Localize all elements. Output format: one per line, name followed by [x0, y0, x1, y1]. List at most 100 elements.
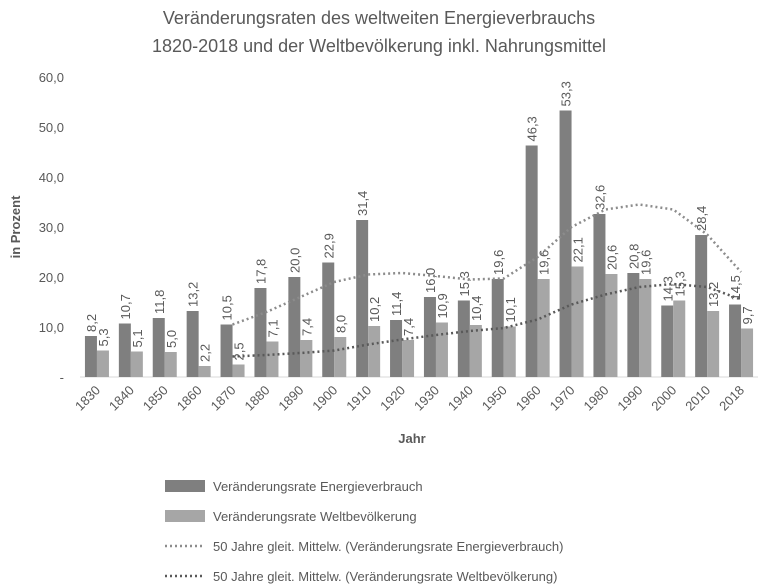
- legend-label: 50 Jahre gleit. Mittelw. (Veränderungsra…: [213, 569, 557, 584]
- legend-swatch: [165, 510, 205, 522]
- bar: [423, 297, 436, 377]
- bar: [457, 300, 470, 377]
- value-label: 7,1: [265, 319, 280, 337]
- value-label: 19,6: [638, 250, 653, 275]
- bar: [300, 340, 313, 377]
- legend-label: Veränderungsrate Energieverbrauch: [213, 479, 423, 494]
- value-label: 16,0: [423, 268, 438, 293]
- y-tick-label: 10,0: [39, 320, 64, 335]
- bar: [741, 328, 754, 377]
- bar: [593, 214, 606, 377]
- value-label: 5,3: [96, 328, 111, 346]
- bar: [627, 273, 640, 377]
- value-label: 13,2: [706, 282, 721, 307]
- value-label: 10,9: [435, 293, 450, 318]
- value-label: 10,1: [503, 297, 518, 322]
- moving-average-line: [232, 203, 742, 326]
- x-tick-label: 1860: [174, 383, 205, 414]
- value-label: 7,4: [401, 318, 416, 336]
- bar: [729, 304, 742, 377]
- x-tick-label: 1990: [614, 383, 645, 414]
- bar: [232, 364, 245, 377]
- bar: [96, 350, 109, 377]
- x-tick-label: 1950: [479, 383, 510, 414]
- value-label: 8,0: [333, 315, 348, 333]
- value-label: 32,6: [592, 185, 607, 210]
- x-tick-label: 1930: [411, 383, 442, 414]
- bar: [639, 279, 652, 377]
- y-tick-label: 30,0: [39, 220, 64, 235]
- value-label: 5,1: [130, 329, 145, 347]
- x-tick-label: 1870: [208, 383, 239, 414]
- value-label: 28,4: [694, 206, 709, 231]
- x-tick-label: 2010: [682, 383, 713, 414]
- value-label: 20,0: [287, 248, 302, 273]
- bar: [84, 336, 97, 377]
- bar: [118, 323, 131, 377]
- value-label: 10,4: [469, 296, 484, 321]
- value-label: 22,9: [321, 233, 336, 258]
- bar: [402, 340, 415, 377]
- y-axis-title: in Prozent: [8, 195, 23, 259]
- value-label: 20,6: [604, 245, 619, 270]
- bar: [266, 341, 279, 377]
- x-tick-label: 1960: [513, 383, 544, 414]
- bar: [186, 311, 199, 377]
- x-tick-label: 1840: [106, 383, 137, 414]
- bar: [322, 262, 335, 377]
- value-label: 7,4: [299, 318, 314, 336]
- x-tick-label: 1970: [547, 383, 578, 414]
- value-label: 17,8: [253, 259, 268, 284]
- y-tick-label: 40,0: [39, 170, 64, 185]
- y-tick-label: 20,0: [39, 270, 64, 285]
- legend-label: 50 Jahre gleit. Mittelw. (Veränderungsra…: [213, 539, 563, 554]
- legend-swatch: [165, 480, 205, 492]
- value-label: 5,0: [164, 330, 179, 348]
- value-label: 13,2: [186, 282, 201, 307]
- value-label: 8,2: [84, 314, 99, 332]
- value-label: 9,7: [740, 306, 755, 324]
- x-tick-label: 1830: [72, 383, 103, 414]
- bar: [368, 326, 381, 377]
- bar: [198, 366, 211, 377]
- bar: [571, 266, 584, 377]
- x-tick-label: 1940: [445, 383, 476, 414]
- x-tick-label: 2018: [716, 383, 747, 414]
- x-axis-title: Jahr: [398, 431, 425, 446]
- value-label: 11,8: [152, 290, 167, 314]
- value-label: 15,3: [457, 271, 472, 296]
- moving-average-line: [232, 282, 742, 358]
- y-tick-label: 50,0: [39, 120, 64, 135]
- value-label: 20,8: [626, 244, 641, 269]
- x-tick-label: 1900: [309, 383, 340, 414]
- bar: [469, 325, 482, 377]
- x-tick-label: 1890: [275, 383, 306, 414]
- bar: [707, 311, 720, 377]
- value-label: 14,5: [728, 275, 743, 300]
- y-tick-label: 60,0: [39, 70, 64, 85]
- bar: [661, 305, 674, 377]
- x-tick-label: 1880: [242, 383, 273, 414]
- x-tick-label: 1850: [140, 383, 171, 414]
- chart-title: 1820-2018 und der Weltbevölkerung inkl. …: [152, 36, 606, 56]
- value-label: 22,1: [571, 237, 586, 262]
- value-label: 31,4: [355, 191, 370, 216]
- value-label: 14,3: [660, 276, 675, 301]
- bar: [334, 337, 347, 377]
- value-label: 10,5: [220, 295, 235, 320]
- bar: [288, 277, 301, 377]
- value-label: 19,6: [537, 250, 552, 275]
- chart-title: Veränderungsraten des weltweiten Energie…: [163, 8, 595, 28]
- bar: [435, 322, 448, 377]
- bar: [503, 326, 516, 377]
- bar: [537, 279, 550, 377]
- x-tick-label: 2000: [648, 383, 679, 414]
- bar: [695, 235, 708, 377]
- value-label: 10,7: [118, 294, 133, 319]
- bar: [605, 274, 618, 377]
- bar: [164, 352, 177, 377]
- bar: [356, 220, 369, 377]
- bar: [673, 300, 686, 377]
- bar: [559, 110, 572, 377]
